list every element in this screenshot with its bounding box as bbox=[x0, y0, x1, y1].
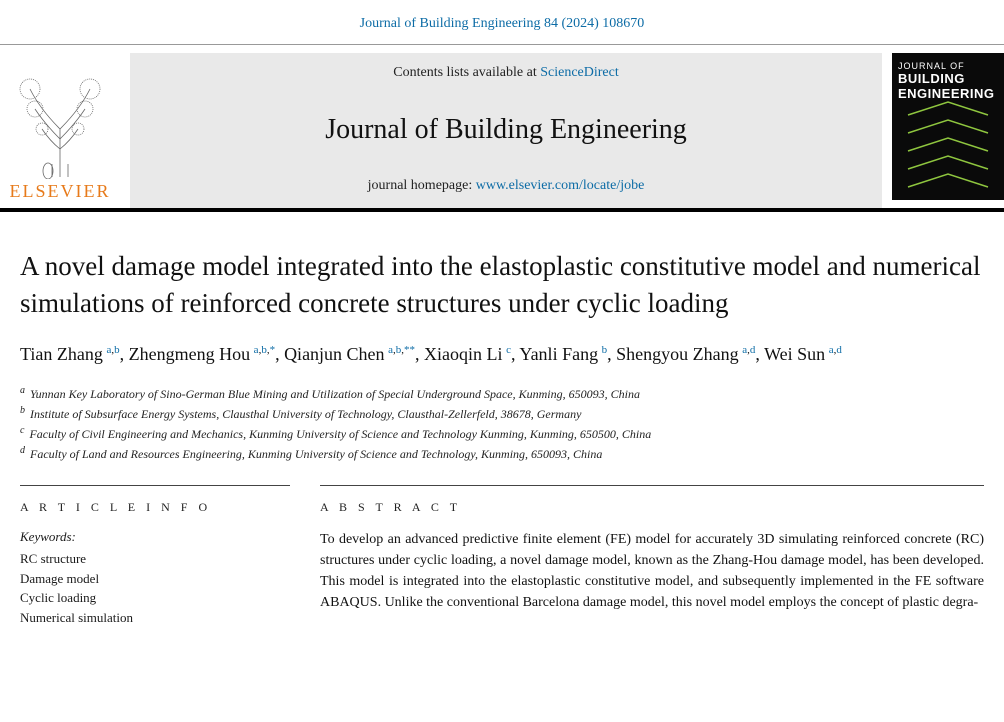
cover-title-line2: ENGINEERING bbox=[898, 87, 998, 101]
affiliation: d Faculty of Land and Resources Engineer… bbox=[20, 443, 984, 463]
keywords-list: RC structureDamage modelCyclic loadingNu… bbox=[20, 549, 290, 627]
affiliation-tag: c bbox=[20, 425, 24, 436]
author-affil-marks: a,d bbox=[742, 344, 755, 356]
affiliation: c Faculty of Civil Engineering and Mecha… bbox=[20, 423, 984, 443]
contents-available-line: Contents lists available at ScienceDirec… bbox=[140, 65, 872, 81]
cover-art-icon bbox=[898, 100, 998, 192]
affil-mark-link[interactable]: a bbox=[742, 344, 747, 356]
affil-mark-link[interactable]: d bbox=[836, 344, 842, 356]
journal-homepage-line: journal homepage: www.elsevier.com/locat… bbox=[140, 178, 872, 194]
running-head: Journal of Building Engineering 84 (2024… bbox=[0, 0, 1004, 44]
author-affil-marks: a,b,* bbox=[254, 344, 275, 356]
author: Zhengmeng Hou a,b,* bbox=[129, 344, 275, 364]
affil-mark-link[interactable]: d bbox=[750, 344, 756, 356]
paper-title: A novel damage model integrated into the… bbox=[20, 248, 984, 321]
cover-title-line1: BUILDING bbox=[898, 72, 998, 86]
cover-supertitle: JOURNAL OF bbox=[898, 61, 998, 71]
homepage-prefix: journal homepage: bbox=[368, 178, 476, 193]
author: Shengyou Zhang a,d bbox=[616, 344, 755, 364]
journal-title: Journal of Building Engineering bbox=[140, 114, 872, 146]
abstract-text: To develop an advanced predictive finite… bbox=[320, 529, 984, 613]
affil-mark-link[interactable]: ** bbox=[404, 344, 415, 356]
affiliation-list: a Yunnan Key Laboratory of Sino-German B… bbox=[20, 383, 984, 463]
affil-mark-link[interactable]: a bbox=[254, 344, 259, 356]
journal-cover-thumbnail: JOURNAL OF BUILDING ENGINEERING bbox=[892, 53, 1004, 200]
abstract-heading: A B S T R A C T bbox=[320, 500, 984, 515]
affiliation: b Institute of Subsurface Energy Systems… bbox=[20, 403, 984, 423]
affil-mark-link[interactable]: a bbox=[106, 344, 111, 356]
citation-link[interactable]: Journal of Building Engineering 84 (2024… bbox=[360, 16, 645, 31]
affiliation-tag: b bbox=[20, 405, 25, 416]
homepage-link[interactable]: www.elsevier.com/locate/jobe bbox=[476, 178, 645, 193]
affiliation: a Yunnan Key Laboratory of Sino-German B… bbox=[20, 383, 984, 403]
contents-prefix: Contents lists available at bbox=[393, 65, 540, 80]
keyword: Numerical simulation bbox=[20, 608, 290, 628]
author-affil-marks: b bbox=[602, 344, 608, 356]
author: Tian Zhang a,b bbox=[20, 344, 120, 364]
author-affil-marks: c bbox=[506, 344, 511, 356]
affil-mark-link[interactable]: b bbox=[261, 344, 267, 356]
author: Qianjun Chen a,b,** bbox=[284, 344, 415, 364]
keywords-label: Keywords: bbox=[20, 529, 290, 545]
keyword: Damage model bbox=[20, 569, 290, 589]
affiliation-tag: a bbox=[20, 385, 25, 396]
journal-info-panel: Contents lists available at ScienceDirec… bbox=[130, 53, 882, 208]
keyword: RC structure bbox=[20, 549, 290, 569]
affil-mark-link[interactable]: a bbox=[829, 344, 834, 356]
elsevier-tree-icon bbox=[10, 69, 110, 179]
affil-mark-link[interactable]: b bbox=[396, 344, 402, 356]
author-list: Tian Zhang a,b, Zhengmeng Hou a,b,*, Qia… bbox=[20, 341, 984, 369]
author-affil-marks: a,b bbox=[106, 344, 119, 356]
journal-header-band: ELSEVIER Contents lists available at Sci… bbox=[0, 44, 1004, 212]
affil-mark-link[interactable]: b bbox=[114, 344, 120, 356]
article-info-heading: A R T I C L E I N F O bbox=[20, 500, 290, 515]
author-affil-marks: a,d bbox=[829, 344, 842, 356]
article-body: A novel damage model integrated into the… bbox=[0, 212, 1004, 627]
affil-mark-link[interactable]: c bbox=[506, 344, 511, 356]
author: Yanli Fang b bbox=[519, 344, 607, 364]
affil-mark-link[interactable]: b bbox=[602, 344, 608, 356]
author-affil-marks: a,b,** bbox=[388, 344, 415, 356]
sciencedirect-link[interactable]: ScienceDirect bbox=[540, 65, 619, 80]
author: Wei Sun a,d bbox=[764, 344, 842, 364]
article-info-column: A R T I C L E I N F O Keywords: RC struc… bbox=[20, 485, 290, 627]
info-abstract-row: A R T I C L E I N F O Keywords: RC struc… bbox=[20, 485, 984, 627]
keyword: Cyclic loading bbox=[20, 588, 290, 608]
abstract-column: A B S T R A C T To develop an advanced p… bbox=[320, 485, 984, 627]
publisher-name: ELSEVIER bbox=[10, 181, 111, 202]
affiliation-tag: d bbox=[20, 445, 25, 456]
affil-mark-link[interactable]: * bbox=[270, 344, 276, 356]
publisher-logo-block: ELSEVIER bbox=[0, 53, 120, 208]
affil-mark-link[interactable]: a bbox=[388, 344, 393, 356]
author: Xiaoqin Li c bbox=[424, 344, 511, 364]
